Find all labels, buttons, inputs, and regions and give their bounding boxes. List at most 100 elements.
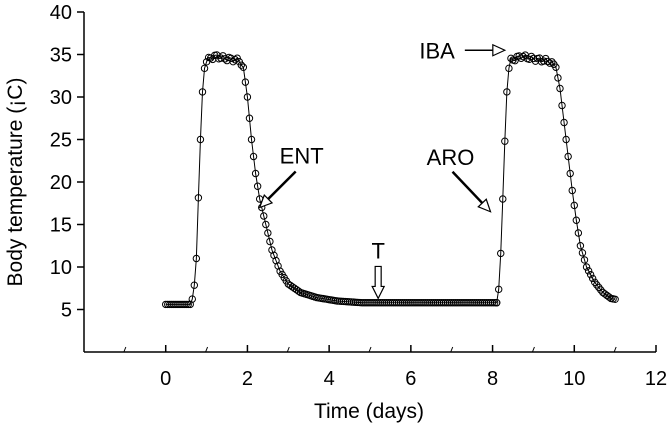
data-point	[519, 52, 527, 61]
x-tick-label: 2	[242, 368, 253, 390]
annotation-iba: IBA	[419, 38, 507, 63]
arrow-head-icon	[477, 198, 492, 213]
data-point	[570, 201, 578, 210]
data-point	[552, 63, 560, 71]
annotation-label: ARO	[427, 145, 475, 170]
data-point	[546, 59, 554, 67]
data-point	[568, 186, 576, 195]
x-tick-label: 12	[645, 368, 667, 390]
y-tick-label: 10	[50, 257, 72, 279]
axes: 0 2 4 6 8 10 12 5 10 15 20 25 30 35 40	[50, 2, 667, 390]
x-tick-label: 8	[487, 368, 498, 390]
data-point	[264, 229, 272, 237]
data-point	[231, 56, 239, 64]
arrow-head-icon	[492, 43, 507, 57]
data-point	[251, 169, 260, 178]
y-tick-label: 25	[50, 130, 72, 152]
data-point	[239, 63, 248, 71]
data-point	[243, 93, 252, 101]
data-point	[217, 54, 225, 62]
data-point	[588, 274, 597, 283]
arrow-shaft	[451, 170, 484, 204]
data-point	[196, 135, 205, 144]
data-point	[249, 152, 258, 161]
data-point	[556, 84, 564, 93]
data-point	[492, 299, 501, 307]
data-point	[262, 220, 270, 229]
x-axis-ticks: 0 2 4 6 8 10 12	[123, 345, 667, 390]
x-minor-tick	[531, 346, 535, 353]
y-axis-label: Body temperature (¡C)	[4, 78, 27, 287]
data-point	[582, 263, 591, 271]
data-point	[558, 101, 566, 110]
arrow-shaft	[267, 170, 297, 200]
annotation-label: ENT	[280, 144, 324, 169]
x-minor-tick	[368, 346, 372, 353]
x-tick-label: 4	[324, 368, 335, 390]
data-point	[562, 135, 570, 144]
data-point	[503, 88, 511, 96]
x-axis-label: Time (days)	[314, 400, 424, 423]
data-point	[184, 300, 192, 309]
annotation-label: T	[371, 238, 384, 263]
data-point	[501, 137, 509, 145]
arrow-head-icon	[258, 194, 274, 209]
data-point	[574, 229, 583, 237]
y-tick-label: 20	[50, 172, 72, 194]
data-point	[580, 256, 589, 264]
y-tick-label: 35	[50, 45, 72, 67]
y-tick-label: 5	[61, 300, 72, 322]
annotation-aro: ARO	[427, 145, 492, 213]
x-minor-tick	[613, 346, 617, 353]
data-point	[586, 270, 595, 279]
data-point	[495, 285, 503, 294]
annotations: IBA ENT ARO T	[258, 38, 507, 300]
data-point	[200, 64, 209, 73]
x-tick-label: 0	[160, 368, 171, 390]
data-point	[294, 287, 303, 295]
data-point	[505, 64, 513, 73]
data-point	[566, 169, 574, 178]
data-point	[182, 300, 190, 309]
series-body-temperature	[162, 51, 619, 309]
series-line	[496, 54, 616, 303]
data-point	[241, 78, 250, 86]
data-point	[497, 249, 505, 258]
data-point	[560, 118, 568, 127]
data-point	[578, 249, 587, 257]
data-point	[499, 195, 507, 203]
data-point	[253, 182, 262, 190]
data-point	[237, 61, 246, 69]
x-minor-tick	[205, 346, 209, 353]
data-point	[198, 88, 207, 96]
data-point	[554, 74, 562, 82]
data-point	[188, 295, 196, 303]
y-axis-ticks: 5 10 15 20 25 30 35 40	[50, 2, 84, 322]
data-point	[190, 281, 199, 289]
data-point	[490, 299, 499, 307]
data-point	[576, 242, 585, 250]
data-point	[548, 58, 556, 66]
data-point	[247, 135, 256, 144]
y-tick-label: 30	[50, 87, 72, 109]
y-tick-label: 15	[50, 215, 72, 237]
x-minor-tick	[123, 346, 127, 353]
x-minor-tick	[450, 346, 454, 353]
data-point	[611, 295, 619, 303]
data-point	[233, 54, 241, 62]
data-point	[260, 212, 268, 220]
data-point	[202, 58, 211, 66]
x-minor-tick	[286, 346, 290, 353]
series-line	[165, 54, 497, 305]
annotation-label: IBA	[419, 38, 455, 63]
x-tick-label: 6	[405, 368, 416, 390]
arrow-icon	[371, 265, 386, 300]
data-point	[194, 194, 203, 202]
data-point	[605, 293, 613, 301]
data-point	[192, 254, 201, 263]
annotation-t: T	[371, 238, 386, 300]
y-tick-label: 40	[50, 2, 72, 24]
data-point	[488, 299, 497, 307]
